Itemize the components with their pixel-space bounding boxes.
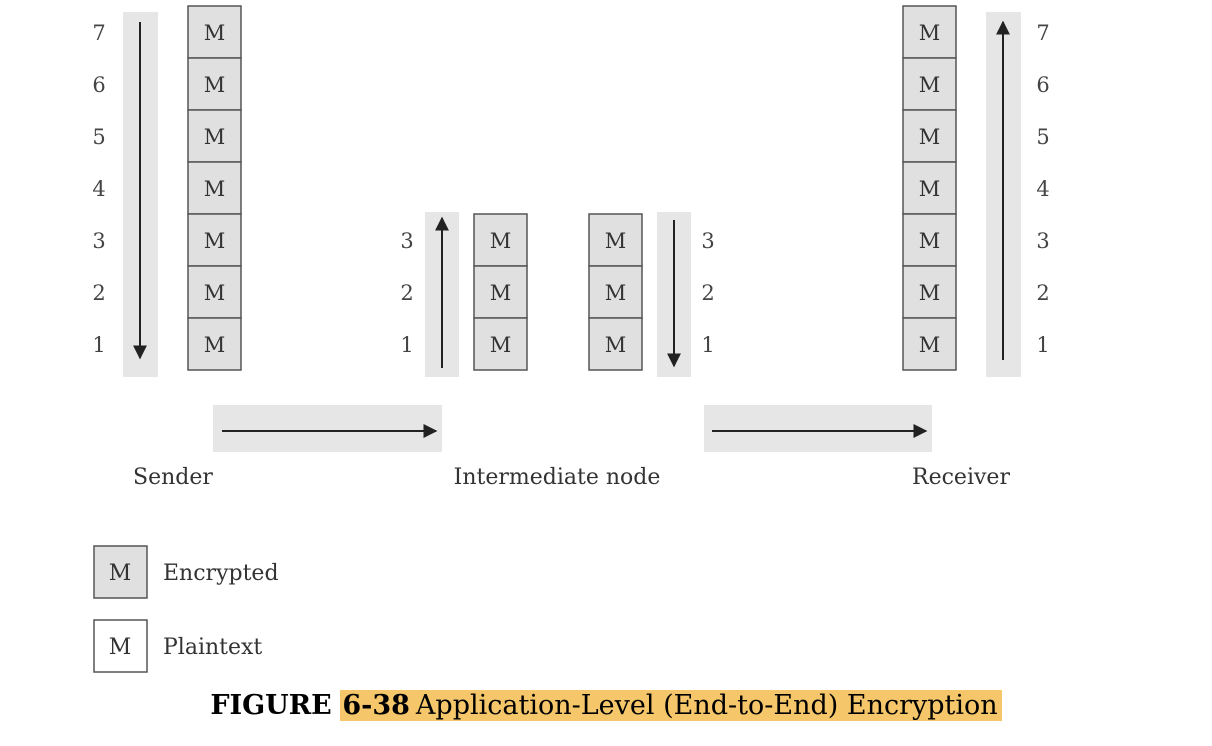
intermediate-in-message-box — [473, 265, 528, 319]
intermediate-in-layer-numbers: 3 2 1 — [400, 229, 413, 357]
legend-plaintext-swatch — [93, 619, 148, 673]
sender-layer-number: 1 — [92, 333, 105, 357]
sender-message-box-label: M — [204, 229, 226, 253]
sender-label: Sender — [133, 465, 213, 490]
sender-message-box-label: M — [204, 177, 226, 201]
receiver-message-box-label: M — [919, 73, 941, 97]
receiver-message-box — [902, 213, 957, 267]
receiver-layer-number: 4 — [1036, 177, 1049, 201]
receiver-label: Receiver — [912, 465, 1010, 490]
receiver-layer-number: 6 — [1036, 73, 1049, 97]
legend-plaintext: M Plaintext — [93, 619, 262, 673]
intermediate-out-message-box — [588, 265, 643, 319]
sender-layer-number: 3 — [92, 229, 105, 253]
intermediate-out-message-box-label: M — [605, 333, 627, 357]
sender-message-box-label: M — [204, 73, 226, 97]
figure-number: 6-38 — [340, 690, 412, 721]
receiver-message-box-label: M — [919, 281, 941, 305]
intermediate-out-message-box-label: M — [605, 229, 627, 253]
intermediate-out-message-box-label: M — [605, 281, 627, 305]
sender-message-box-label: M — [204, 333, 226, 357]
intermediate-in-layer-number: 2 — [400, 281, 413, 305]
sender-layer-number: 5 — [92, 125, 105, 149]
receiver-message-box-label: M — [919, 333, 941, 357]
sender-message-box — [187, 265, 242, 319]
intermediate-to-receiver-link — [704, 405, 932, 452]
receiver-layer-number: 7 — [1036, 21, 1049, 45]
receiver-message-box-label: M — [919, 21, 941, 45]
sender-to-intermediate-link — [213, 405, 442, 452]
sender-layer-number: 6 — [92, 73, 105, 97]
receiver-layer-number: 5 — [1036, 125, 1049, 149]
intermediate-in-message-box — [473, 317, 528, 371]
receiver-layer-number: 3 — [1036, 229, 1049, 253]
sender-message-box — [187, 109, 242, 163]
sender-message-box-label: M — [204, 125, 226, 149]
receiver-message-box — [902, 57, 957, 111]
receiver-message-box — [902, 5, 957, 59]
receiver-message-box — [902, 109, 957, 163]
legend: M Encrypted M Plaintext — [93, 545, 279, 673]
legend-encrypted: M Encrypted — [93, 545, 279, 599]
figure-title: Application-Level (End-to-End) Encryptio… — [411, 690, 1002, 721]
sender-layer-number: 4 — [92, 177, 105, 201]
receiver-stack: 7 6 5 4 3 2 1 M M M M M M M — [902, 5, 1050, 377]
receiver-message-box-label: M — [919, 229, 941, 253]
link-track-1 — [213, 405, 442, 452]
figure-caption: FIGURE 6-38 Application-Level (End-to-End… — [0, 690, 1212, 721]
sender-layer-number: 2 — [92, 281, 105, 305]
receiver-message-box — [902, 317, 957, 371]
receiver-message-box-label: M — [919, 125, 941, 149]
intermediate-in-message-boxes: M M M — [473, 213, 528, 371]
legend-plaintext-box-label: M — [109, 635, 132, 660]
sender-message-box — [187, 213, 242, 267]
legend-encrypted-label: Encrypted — [163, 561, 279, 586]
intermediate-out-message-box — [588, 317, 643, 371]
sender-stack: 7 6 5 4 3 2 1 M M M M M M M — [92, 5, 242, 377]
legend-encrypted-box-label: M — [109, 561, 132, 586]
intermediate-in-layer-number: 1 — [400, 333, 413, 357]
intermediate-in-message-box-label: M — [490, 333, 512, 357]
figure-word: FIGURE — [210, 690, 332, 721]
intermediate-in-message-box-label: M — [490, 229, 512, 253]
sender-message-box — [187, 5, 242, 59]
sender-message-box — [187, 317, 242, 371]
receiver-layer-number: 1 — [1036, 333, 1049, 357]
intermediate-out-message-boxes: M M M — [588, 213, 643, 371]
receiver-message-box — [902, 161, 957, 215]
sender-message-boxes: M M M M M M M — [187, 5, 242, 371]
receiver-message-boxes: M M M M M M M — [902, 5, 957, 371]
intermediate-in-layer-number: 3 — [400, 229, 413, 253]
receiver-message-box-label: M — [919, 177, 941, 201]
intermediate-out-layer-number: 2 — [701, 281, 714, 305]
intermediate-in-message-box-label: M — [490, 281, 512, 305]
receiver-layer-numbers: 7 6 5 4 3 2 1 — [1036, 21, 1049, 357]
sender-message-box — [187, 161, 242, 215]
intermediate-stack: 3 2 1 3 2 1 M M M M M M — [400, 212, 715, 377]
intermediate-out-layer-number: 1 — [701, 333, 714, 357]
sender-layer-numbers: 7 6 5 4 3 2 1 — [92, 21, 105, 357]
sender-message-box-label: M — [204, 21, 226, 45]
receiver-layer-number: 2 — [1036, 281, 1049, 305]
intermediate-out-layer-number: 3 — [701, 229, 714, 253]
intermediate-node-label: Intermediate node — [454, 465, 661, 490]
link-track-2 — [704, 405, 932, 452]
legend-encrypted-swatch — [93, 545, 148, 599]
sender-layer-number: 7 — [92, 21, 105, 45]
sender-message-box-label: M — [204, 281, 226, 305]
intermediate-out-layer-numbers: 3 2 1 — [701, 229, 714, 357]
legend-plaintext-label: Plaintext — [163, 635, 262, 660]
